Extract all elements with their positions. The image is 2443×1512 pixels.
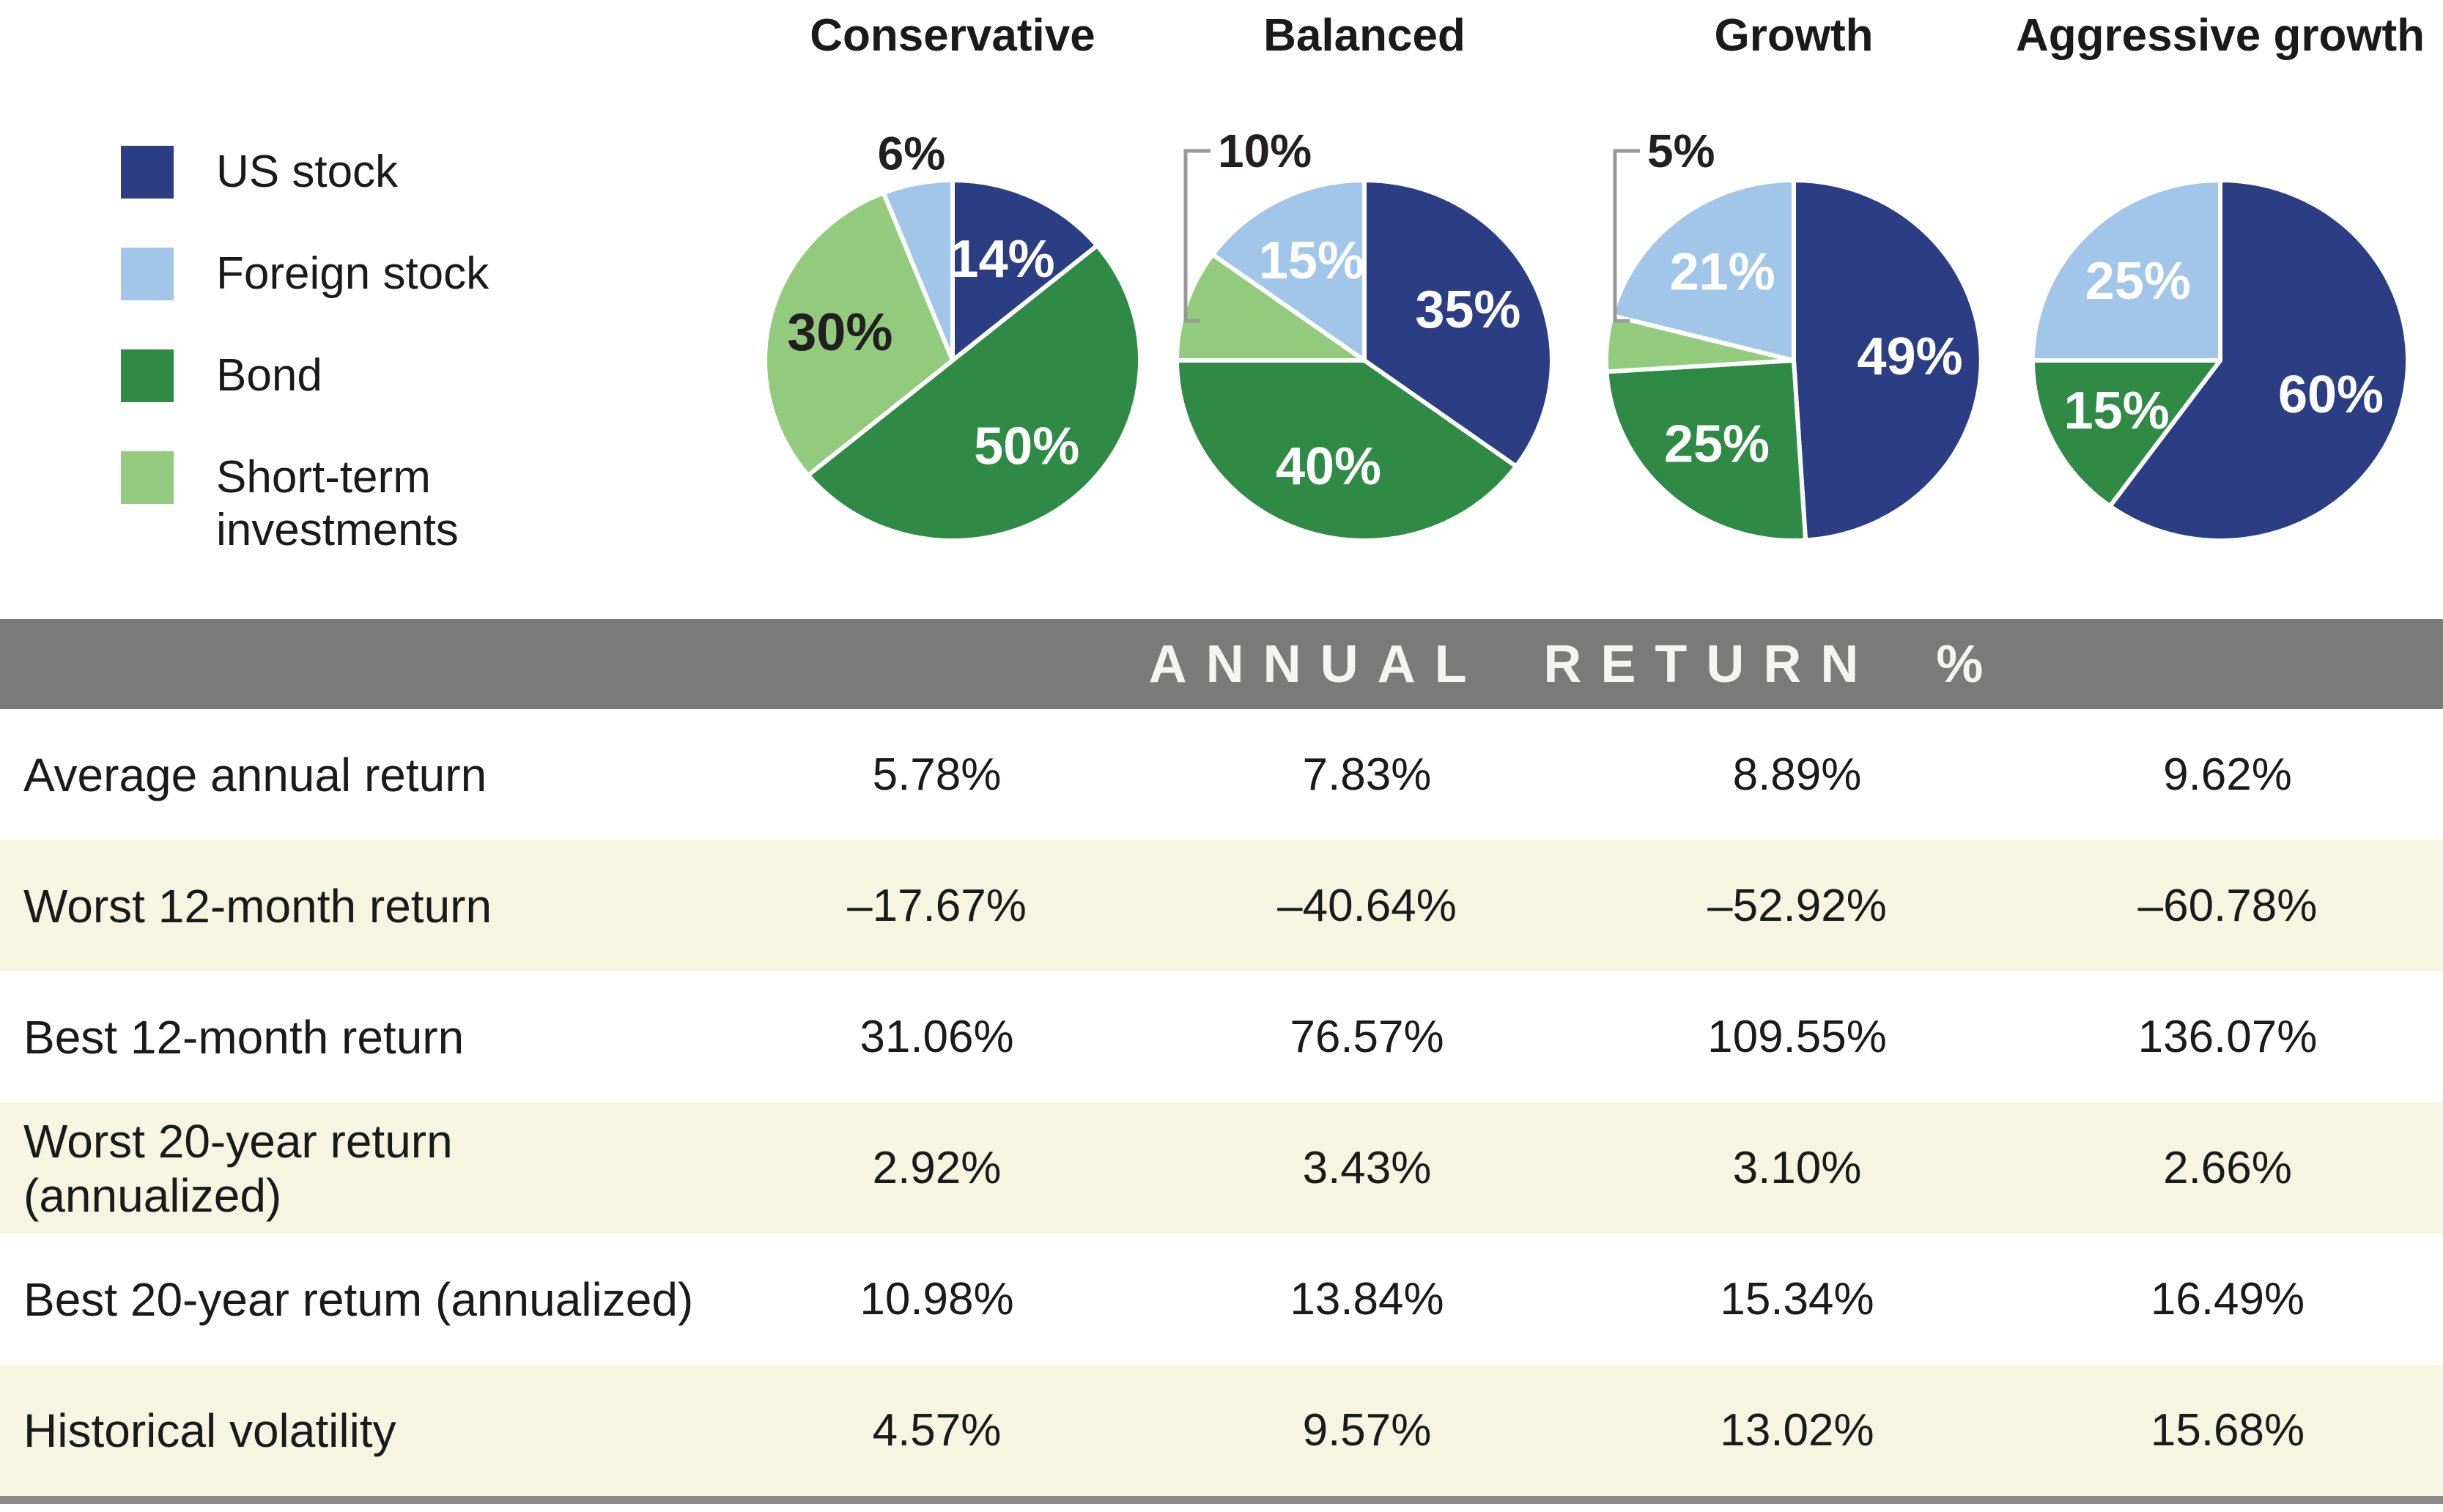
pie-title-conservative: Conservative bbox=[810, 10, 1095, 61]
row-value-best-20-year-retum-annualized-growth: 15.34% bbox=[1720, 1274, 1874, 1324]
legend-label-us-stock: US stock bbox=[216, 147, 399, 197]
pie-slice-conservative-bond bbox=[805, 243, 1142, 544]
legend-swatch-bond bbox=[121, 349, 174, 402]
table-row-best-20-year-retum-annualized: Best 20-year retum (annualized) 10.98% 13.… bbox=[0, 1234, 2443, 1365]
pie-slice-aggressive-growth-us-stock bbox=[2107, 178, 2410, 543]
legend-item-foreign-stock: Foreign stock bbox=[121, 248, 627, 300]
row-value-best-20-year-retum-annualized-conservative: 10.98% bbox=[860, 1274, 1014, 1324]
legend-item-short-term-investments: Short-term investments bbox=[121, 451, 627, 557]
legend-swatch-short-term-investments bbox=[121, 451, 174, 504]
table-row-best-12-month-return: Best 12-month return 31.06% 76.57% 109.55% 1… bbox=[0, 971, 2443, 1102]
pie-label-balanced-foreign-stock: 15% bbox=[1259, 231, 1364, 290]
pie-label-conservative-short-term-investments: 30% bbox=[787, 303, 892, 362]
pie-slice-conservative-us-stock bbox=[950, 178, 1100, 363]
table-row-average-annual-return: Average annual return 5.78% 7.83% 8.89% 9.62… bbox=[0, 709, 2443, 840]
row-label-best-12-month-return: Best 12-month return bbox=[23, 1010, 465, 1064]
pie-slice-balanced-us-stock bbox=[1362, 178, 1554, 469]
returns-table: Average annual return 5.78% 7.83% 8.89% 9.62… bbox=[0, 709, 2443, 1496]
pie-label-balanced-bond: 40% bbox=[1276, 437, 1381, 496]
row-value-best-12-month-return-aggressive-growth: 136.07% bbox=[2137, 1012, 2318, 1062]
row-value-average-annual-return-aggressive-growth: 9.62% bbox=[2163, 749, 2292, 800]
callout-bracket-balanced bbox=[1183, 149, 1211, 323]
table-row-worst-20-year-return-annualized: Worst 20-year return (annualized) 2.92% 3.… bbox=[0, 1102, 2443, 1234]
bottom-rule bbox=[0, 1496, 2443, 1504]
pie-label-aggressive-growth-foreign-stock: 25% bbox=[2085, 252, 2191, 311]
row-value-best-12-month-return-balanced: 76.57% bbox=[1290, 1012, 1444, 1062]
table-row-historical-volatility: Historical volatility 4.57% 9.57% 13.02% 15.… bbox=[0, 1365, 2443, 1496]
row-value-best-20-year-retum-annualized-balanced: 13.84% bbox=[1290, 1274, 1444, 1324]
row-value-historical-volatility-conservative: 4.57% bbox=[872, 1405, 1002, 1456]
pie-slice-aggressive-growth-bond bbox=[2030, 358, 2222, 508]
row-label-best-20-year-retum-annualized: Best 20-year retum (annualized) bbox=[23, 1272, 694, 1326]
row-value-worst-12-month-return-aggressive-growth: –60.78% bbox=[2137, 881, 2318, 931]
pie-label-conservative-us-stock: 14% bbox=[950, 230, 1055, 289]
legend-label-short-term-investments: Short-term investments bbox=[216, 452, 459, 555]
row-value-average-annual-return-growth: 8.89% bbox=[1732, 749, 1862, 800]
row-value-historical-volatility-aggressive-growth: 15.68% bbox=[2150, 1405, 2305, 1456]
row-value-best-20-year-retum-annualized-aggressive-growth: 16.49% bbox=[2150, 1274, 2305, 1324]
pie-label-conservative-foreign-stock: 6% bbox=[878, 127, 946, 179]
row-value-best-12-month-return-conservative: 31.06% bbox=[860, 1012, 1014, 1062]
pie-title-aggressive-growth: Aggressive growth bbox=[2015, 10, 2425, 61]
pie-label-growth-foreign-stock: 21% bbox=[1670, 243, 1775, 302]
row-value-average-annual-return-conservative: 5.78% bbox=[872, 749, 1002, 800]
callout-bracket-growth bbox=[1613, 149, 1640, 323]
pie-label-aggressive-growth-bond: 15% bbox=[2064, 382, 2170, 440]
row-value-best-12-month-return-growth: 109.55% bbox=[1707, 1012, 1887, 1062]
pie-slice-aggressive-growth-foreign-stock bbox=[2030, 178, 2222, 363]
row-value-average-annual-return-balanced: 7.83% bbox=[1302, 749, 1432, 800]
pie-slice-growth-us-stock bbox=[1792, 178, 1984, 543]
row-value-worst-20-year-return-annualized-aggressive-growth: 2.66% bbox=[2163, 1143, 2292, 1193]
legend-item-us-stock: US stock bbox=[121, 146, 627, 199]
pie-slice-conservative-foreign-stock bbox=[881, 178, 955, 363]
pie-slice-growth-foreign-stock bbox=[1610, 178, 1796, 363]
pie-label-conservative-bond: 50% bbox=[974, 418, 1079, 476]
row-label-average-annual-return: Average annual return bbox=[23, 748, 487, 801]
pie-slice-growth-bond bbox=[1604, 358, 1808, 543]
row-value-worst-20-year-return-annualized-balanced: 3.43% bbox=[1302, 1143, 1432, 1193]
row-label-historical-volatility: Historical volatility bbox=[23, 1404, 396, 1457]
row-label-worst-12-month-return: Worst 12-month return bbox=[23, 879, 492, 933]
pie-slice-balanced-bond bbox=[1175, 358, 1519, 543]
row-value-worst-12-month-return-balanced: –40.64% bbox=[1277, 881, 1457, 931]
pie-conservative: 14% 50% 30% 6% bbox=[763, 127, 1142, 544]
pie-slice-conservative-short-term-investments bbox=[763, 190, 955, 478]
pie-label-growth-us-stock: 49% bbox=[1858, 327, 1963, 386]
pie-label-growth-short-term-investments: 5% bbox=[1647, 125, 1715, 177]
table-row-worst-12-month-return: Worst 12-month return –17.67% –40.64% –52.9… bbox=[0, 840, 2443, 971]
legend-swatch-us-stock bbox=[121, 146, 174, 199]
row-label-worst-20-year-return-annualized: Worst 20-year return (annualized) bbox=[23, 1114, 453, 1222]
legend-item-bond: Bond bbox=[121, 349, 627, 402]
pie-label-aggressive-growth-us-stock: 60% bbox=[2278, 366, 2384, 424]
annual-return-header-bar: ANNUAL RETURN % bbox=[0, 619, 2443, 709]
pie-label-balanced-short-term-investments: 10% bbox=[1218, 125, 1312, 177]
pie-slice-balanced-foreign-stock bbox=[1210, 178, 1367, 363]
row-value-worst-20-year-return-annualized-conservative: 2.92% bbox=[872, 1143, 1002, 1193]
pie-title-balanced: Balanced bbox=[1263, 10, 1466, 61]
row-value-historical-volatility-balanced: 9.57% bbox=[1302, 1405, 1432, 1456]
annual-return-header-label: ANNUAL RETURN % bbox=[1148, 634, 2003, 694]
row-value-worst-12-month-return-conservative: –17.67% bbox=[847, 881, 1027, 931]
legend-swatch-foreign-stock bbox=[121, 248, 174, 300]
row-value-historical-volatility-growth: 13.02% bbox=[1720, 1405, 1874, 1456]
pie-growth: 49% 25% 5% 21% bbox=[1604, 125, 1984, 543]
pie-balanced: 35% 40% 10% 15% bbox=[1175, 125, 1554, 543]
pie-title-growth: Growth bbox=[1714, 10, 1874, 61]
pie-label-growth-bond: 25% bbox=[1664, 415, 1770, 473]
legend-label-foreign-stock: Foreign stock bbox=[216, 248, 489, 299]
row-value-worst-20-year-return-annualized-growth: 3.10% bbox=[1732, 1143, 1862, 1193]
pie-label-balanced-us-stock: 35% bbox=[1415, 281, 1520, 339]
pie-aggressive-growth: 60% 15% 25% bbox=[2030, 178, 2410, 543]
pie-charts-svg: 14% 50% 30% 6% 35% 40% 10% 15% 49% 25% 5% 21% 60% 15%… bbox=[763, 125, 2410, 544]
legend-label-bond: Bond bbox=[216, 350, 322, 401]
row-value-worst-12-month-return-growth: –52.92% bbox=[1707, 881, 1887, 931]
